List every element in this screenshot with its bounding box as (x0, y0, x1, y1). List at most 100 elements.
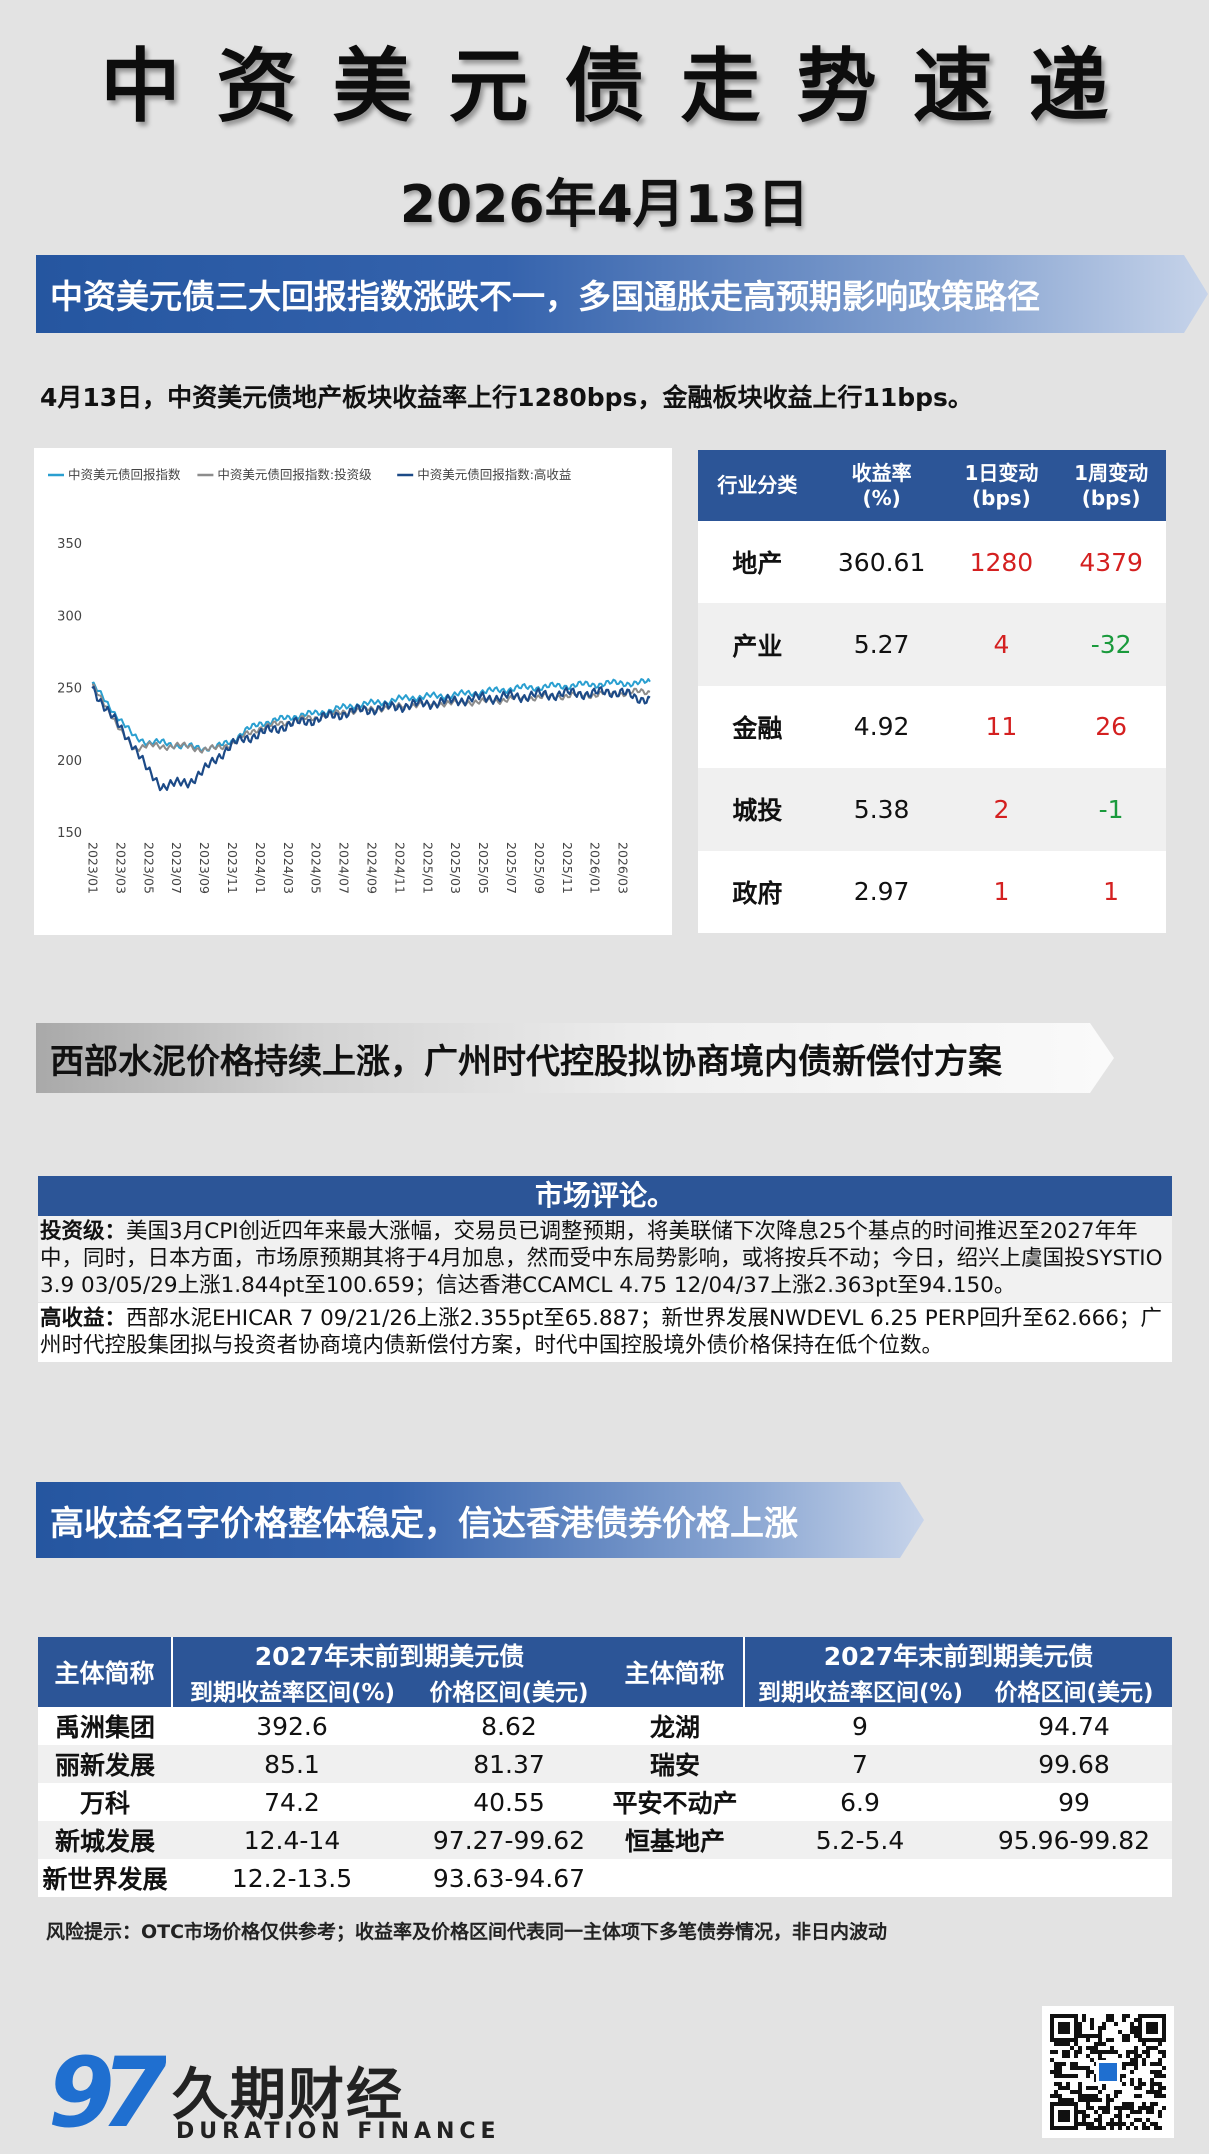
x-tick-label: 2025/09 (532, 842, 547, 894)
x-tick-label: 2026/03 (616, 842, 631, 894)
header-ytm-range: 到期收益率区间(%) (172, 1673, 412, 1707)
header-entity: 主体简称 (38, 1637, 173, 1707)
x-tick-label: 2025/01 (420, 842, 435, 894)
x-tick-label: 2023/03 (113, 842, 128, 894)
sector-yield: 5.27 (816, 603, 947, 686)
return-index-chart: 中资美元债回报指数 中资美元债回报指数:投资级 中资美元债回报指数:高收益 150 20… (34, 448, 672, 935)
header-1w-change: 1周变动 (bps) (1056, 450, 1166, 521)
bond-entity-name: 新城发展 (38, 1821, 172, 1859)
section-banner-highyield-news: 西部水泥价格持续上涨，广州时代控股拟协商境内债新偿付方案 (36, 1023, 1114, 1093)
section-banner-text: 高收益名字价格整体稳定，信达香港债券价格上涨 (50, 1503, 798, 1544)
bond-entity-name: 瑞安 (606, 1745, 744, 1783)
bond-ytm-range: 9 (744, 1707, 976, 1745)
brand-logo-text: 97 (48, 2040, 166, 2136)
x-tick-label: 2023/07 (169, 842, 184, 894)
bond-price-range: 99 (976, 1783, 1172, 1821)
commentary-ig-label: 投资级： (40, 1219, 127, 1244)
sector-row: 城投 5.38 2 -1 (698, 768, 1166, 851)
page-title: 中资美元债走势速递 (100, 40, 1145, 133)
section-banner-text: 中资美元债三大回报指数涨跌不一，多国通胀走高预期影响政策路径 (50, 277, 1040, 316)
header-maturity-group: 2027年末前到期美元债 (744, 1637, 1172, 1673)
x-tick-label: 2024/03 (281, 842, 296, 894)
series-line-3 (91, 685, 651, 792)
bond-row: 龙湖 9 94.74 (606, 1707, 1172, 1745)
bond-ytm-range: 12.4-14 (172, 1821, 412, 1859)
bond-ytm-range: 7 (744, 1745, 976, 1783)
header-1d-change: 1日变动 (bps) (946, 450, 1057, 521)
sector-yield: 2.97 (816, 850, 947, 933)
x-tick-label: 2025/03 (448, 842, 463, 894)
brand-name-cn: 久期财经 (172, 2063, 404, 2128)
bond-row: 万科 74.2 40.55 (38, 1783, 606, 1821)
x-tick-label: 2024/09 (365, 842, 380, 894)
section-banner-bond-prices: 高收益名字价格整体稳定，信达香港债券价格上涨 (36, 1482, 924, 1558)
x-tick-label: 2024/07 (337, 842, 352, 894)
bond-entity-name: 新世界发展 (38, 1859, 172, 1897)
bond-entity-name: 平安不动产 (606, 1783, 744, 1821)
market-commentary: 市场评论。 投资级：美国3月CPI创近四年来最大涨幅，交易员已调整预期，将美联储… (38, 1176, 1172, 1362)
y-tick-label: 200 (57, 754, 82, 769)
sector-name: 政府 (698, 850, 817, 933)
bond-entity-name: 万科 (38, 1783, 172, 1821)
sector-1w-change: -32 (1056, 603, 1166, 686)
y-tick-label: 250 (57, 682, 82, 697)
x-tick-label: 2023/01 (86, 842, 101, 894)
sector-yield: 5.38 (816, 768, 947, 851)
bond-price-range: 94.74 (976, 1707, 1172, 1745)
x-tick-label: 2025/07 (504, 842, 519, 894)
y-tick-label: 350 (57, 537, 82, 552)
brand-name-en: DURATION FINANCE (176, 2119, 501, 2144)
sector-yield: 4.92 (816, 685, 947, 769)
bond-entity-name: 禹洲集团 (38, 1707, 172, 1745)
bond-row: 瑞安 7 99.68 (606, 1745, 1172, 1783)
sector-1d-change: 2 (946, 768, 1057, 851)
commentary-high-yield: 高收益：西部水泥EHICAR 7 09/21/26上涨2.355pt至65.88… (38, 1303, 1172, 1362)
x-tick-label: 2024/01 (253, 842, 268, 894)
bond-price-range: 99.68 (976, 1745, 1172, 1783)
sector-1d-change: 11 (946, 685, 1057, 769)
bond-row: 平安不动产 6.9 99 (606, 1783, 1172, 1821)
section-banner-text: 西部水泥价格持续上涨，广州时代控股拟协商境内债新偿付方案 (50, 1041, 1002, 1082)
bond-table-left: 主体简称 2027年末前到期美元债 到期收益率区间(%) 价格区间(美元) 禹洲… (38, 1637, 606, 1897)
bond-ytm-range: 392.6 (172, 1707, 412, 1745)
sector-table: 行业分类 收益率 (%) 1日变动 (bps) 1周变动 (bps) 地产 360… (698, 450, 1166, 933)
bond-row: 恒基地产 5.2-5.4 95.96-99.82 (606, 1821, 1172, 1859)
bond-ytm-range: 74.2 (172, 1783, 412, 1821)
bond-ytm-range: 6.9 (744, 1783, 976, 1821)
bond-entity-name: 恒基地产 (606, 1821, 744, 1859)
commentary-ig-text: 美国3月CPI创近四年来最大涨幅，交易员已调整预期，将美联储下次降息25个基点的… (40, 1219, 1163, 1298)
bond-price-range: 40.55 (412, 1783, 606, 1821)
sector-row: 金融 4.92 11 26 (698, 685, 1166, 769)
x-tick-label: 2023/09 (197, 842, 212, 894)
header-sector: 行业分类 (698, 450, 817, 521)
sector-name: 地产 (698, 521, 817, 604)
bond-price-range: 93.63-94.67 (412, 1859, 606, 1897)
sector-1w-change: 4379 (1056, 521, 1166, 604)
bond-price-range: 81.37 (412, 1745, 606, 1783)
sector-1d-change: 1 (946, 850, 1057, 933)
bond-ytm-range: 85.1 (172, 1745, 412, 1783)
bond-table-right: 主体简称 2027年末前到期美元债 到期收益率区间(%) 价格区间(美元) 龙湖… (606, 1637, 1172, 1897)
bond-ytm-range (744, 1859, 976, 1897)
qr-code-icon (1042, 2006, 1174, 2138)
sector-1w-change: 1 (1056, 850, 1166, 933)
series-line-2 (91, 683, 651, 754)
sector-1w-change: 26 (1056, 685, 1166, 769)
header-yield: 收益率 (%) (816, 450, 947, 521)
brand-logo-icon: 97 (46, 2037, 182, 2149)
legend-label: 中资美元债回报指数 (68, 467, 181, 482)
legend-label: 中资美元债回报指数:高收益 (417, 467, 571, 482)
bond-price-range: 8.62 (412, 1707, 606, 1745)
x-tick-label: 2026/01 (588, 842, 603, 894)
bond-entity-name: 龙湖 (606, 1707, 744, 1745)
bond-entity-name (606, 1859, 744, 1897)
bond-ytm-range: 5.2-5.4 (744, 1821, 976, 1859)
header-maturity-group: 2027年末前到期美元债 (172, 1637, 606, 1673)
sector-row: 政府 2.97 1 1 (698, 850, 1166, 933)
sector-name: 城投 (698, 768, 817, 851)
x-tick-label: 2023/11 (225, 842, 240, 894)
header-ytm-range: 到期收益率区间(%) (744, 1673, 976, 1707)
bond-row: 新世界发展 12.2-13.5 93.63-94.67 (38, 1859, 606, 1897)
page-date: 2026年4月13日 (399, 175, 810, 235)
bond-entity-name: 丽新发展 (38, 1745, 172, 1783)
